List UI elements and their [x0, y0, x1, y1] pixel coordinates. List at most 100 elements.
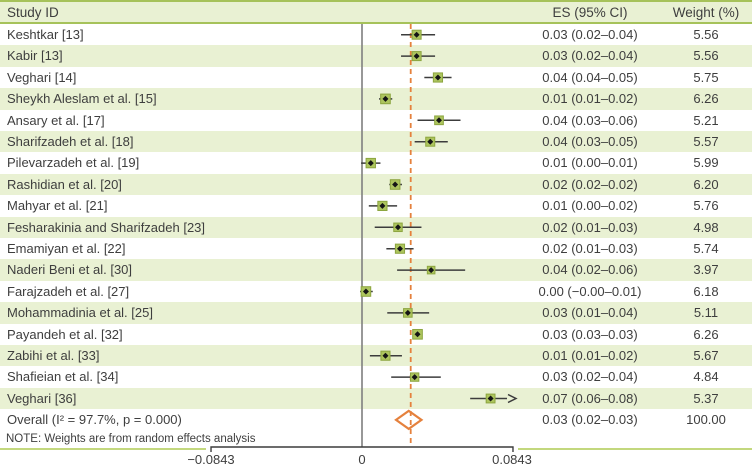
effect-point-marker: [382, 352, 389, 359]
weight-value: 6.18: [693, 283, 719, 299]
weight-value: 5.99: [693, 155, 719, 171]
effect-point-marker: [404, 309, 411, 316]
study-label: Mahyar et al. [21]: [7, 198, 108, 214]
es-value: 0.04 (0.04–0.05): [542, 69, 638, 85]
es-value: 0.01 (0.01–0.02): [542, 348, 638, 363]
table-row-study-1: Keshtkar [13] 0.03 (0.02–0.04) 5.56: [0, 24, 752, 45]
table-row-study-17: Shafieian et al. [34] 0.03 (0.02–0.04) 4.8…: [0, 366, 752, 387]
bottom-border-left: [0, 448, 206, 450]
weight-value: 4.84: [693, 369, 719, 385]
weight-value: 5.76: [693, 198, 719, 214]
header-weight: Weight (%): [672, 5, 740, 20]
x-axis-line: [210, 446, 514, 452]
es-value: 0.03 (0.02–0.03): [542, 412, 638, 428]
table-row-study-12: Naderi Beni et al. [30] 0.04 (0.02–0.06) 3…: [0, 259, 752, 281]
weight-value: 100.00: [686, 412, 726, 428]
table-row-study-8: Rashidian et al. [20] 0.02 (0.02–0.02) 6.2…: [0, 173, 752, 196]
weight-value: 4.98: [693, 219, 719, 235]
effect-point-marker: [382, 95, 389, 102]
effect-point-marker: [427, 138, 434, 145]
table-row-study-6: Sharifzadeh et al. [18] 0.04 (0.03–0.05) 5…: [0, 131, 752, 153]
study-label: Sharifzadeh et al. [18]: [7, 134, 134, 149]
weight-value: 5.56: [693, 48, 719, 64]
table-row-study-13: Farajzadeh et al. [27] 0.00 (−0.00–0.01) 6…: [0, 281, 752, 302]
study-label: Zabihi et al. [33]: [7, 348, 100, 363]
effect-point-marker: [379, 202, 386, 209]
table-row-study-15: Payandeh et al. [32] 0.03 (0.03–0.03) 6.26: [0, 324, 752, 345]
weight-value: 3.97: [693, 262, 719, 278]
table-row-study-3: Veghari [14] 0.04 (0.04–0.05) 5.75: [0, 67, 752, 88]
overall-diamond: [394, 409, 424, 431]
x-tick-negative: −0.0843: [187, 452, 235, 467]
es-value: 0.01 (0.00–0.02): [542, 198, 638, 214]
weight-value: 5.74: [693, 241, 719, 256]
ci-arrow-right: [507, 393, 518, 404]
weight-value: 5.57: [693, 134, 719, 149]
effect-point-marker: [413, 31, 420, 38]
effect-point-marker: [414, 331, 421, 338]
weight-value: 6.26: [693, 91, 719, 107]
table-row-study-9: Mahyar et al. [21] 0.01 (0.00–0.02) 5.76: [0, 195, 752, 216]
study-label: Naderi Beni et al. [30]: [7, 262, 133, 278]
effect-point-marker: [367, 160, 374, 167]
study-label: Farajzadeh et al. [27]: [7, 283, 130, 299]
weight-value: 5.67: [693, 348, 719, 363]
es-value: 0.01 (0.00–0.01): [542, 155, 638, 171]
es-value: 0.02 (0.02–0.02): [542, 176, 638, 192]
table-row-study-5: Ansary et al. [17] 0.04 (0.03–0.06) 5.21: [0, 110, 752, 131]
es-value: 0.04 (0.03–0.05): [542, 134, 638, 149]
study-label: Payandeh et al. [32]: [7, 326, 123, 342]
weight-value: 6.20: [693, 176, 719, 192]
effect-point-marker: [396, 245, 403, 252]
header-study-id: Study ID: [7, 5, 59, 20]
effect-point-marker: [392, 181, 399, 188]
effect-point-marker: [436, 117, 443, 124]
es-value: 0.01 (0.01–0.02): [542, 91, 638, 107]
table-row-overall: Overall (I² = 97.7%, p = 0.000) 0.03 (0.0…: [0, 409, 752, 430]
es-value: 0.03 (0.02–0.04): [542, 48, 638, 64]
effect-point-marker: [411, 374, 418, 381]
table-row-study-11: Emamiyan et al. [22] 0.02 (0.01–0.03) 5.74: [0, 238, 752, 259]
header-es-ci: ES (95% CI): [552, 5, 628, 20]
note-text: NOTE: Weights are from random effects an…: [6, 433, 256, 445]
es-value: 0.07 (0.06–0.08): [542, 390, 638, 406]
weight-value: 5.75: [693, 69, 719, 85]
effect-point-marker: [362, 288, 369, 295]
x-tick-zero: 0: [358, 452, 366, 467]
study-label: Emamiyan et al. [22]: [7, 241, 126, 256]
study-label: Rashidian et al. [20]: [7, 176, 122, 192]
study-label: Mohammadinia et al. [25]: [7, 305, 153, 321]
es-value: 0.03 (0.02–0.04): [542, 369, 638, 385]
effect-point-marker: [413, 53, 420, 60]
table-header: Study ID ES (95% CI) Weight (%): [0, 0, 752, 24]
es-value: 0.03 (0.03–0.03): [542, 326, 638, 342]
table-row-study-4: Sheykh Aleslam et al. [15] 0.01 (0.01–0.0…: [0, 88, 752, 110]
study-label: Shafieian et al. [34]: [7, 369, 119, 385]
x-tick-positive: 0.0843: [492, 452, 532, 467]
study-label: Keshtkar [13]: [7, 27, 84, 42]
table-row-study-14: Mohammadinia et al. [25] 0.03 (0.01–0.04)…: [0, 302, 752, 324]
study-label: Sheykh Aleslam et al. [15]: [7, 91, 157, 107]
effect-point-marker: [394, 224, 401, 231]
bottom-border-right: [518, 448, 752, 450]
es-value: 0.02 (0.01–0.03): [542, 241, 638, 256]
weight-value: 5.11: [693, 305, 719, 321]
effect-point-marker: [487, 395, 494, 402]
study-label: Veghari [36]: [7, 390, 77, 406]
table-row-study-7: Pilevarzadeh et al. [19] 0.01 (0.00–0.01)…: [0, 152, 752, 173]
weight-value: 6.26: [693, 326, 719, 342]
es-value: 0.04 (0.02–0.06): [542, 262, 638, 278]
es-value: 0.03 (0.01–0.04): [542, 305, 638, 321]
weight-value: 5.37: [693, 390, 719, 406]
weight-value: 5.56: [693, 27, 719, 42]
table-row-study-18: Veghari [36] 0.07 (0.06–0.08) 5.37: [0, 387, 752, 410]
table-row-study-2: Kabir [13] 0.03 (0.02–0.04) 5.56: [0, 45, 752, 67]
effect-point-marker: [428, 267, 435, 274]
study-label: Fesharakinia and Sharifzadeh [23]: [7, 219, 206, 235]
study-label: Ansary et al. [17]: [7, 112, 105, 128]
es-value: 0.00 (−0.00–0.01): [538, 283, 642, 299]
effect-point-marker: [434, 74, 441, 81]
es-value: 0.04 (0.03–0.06): [542, 112, 638, 128]
